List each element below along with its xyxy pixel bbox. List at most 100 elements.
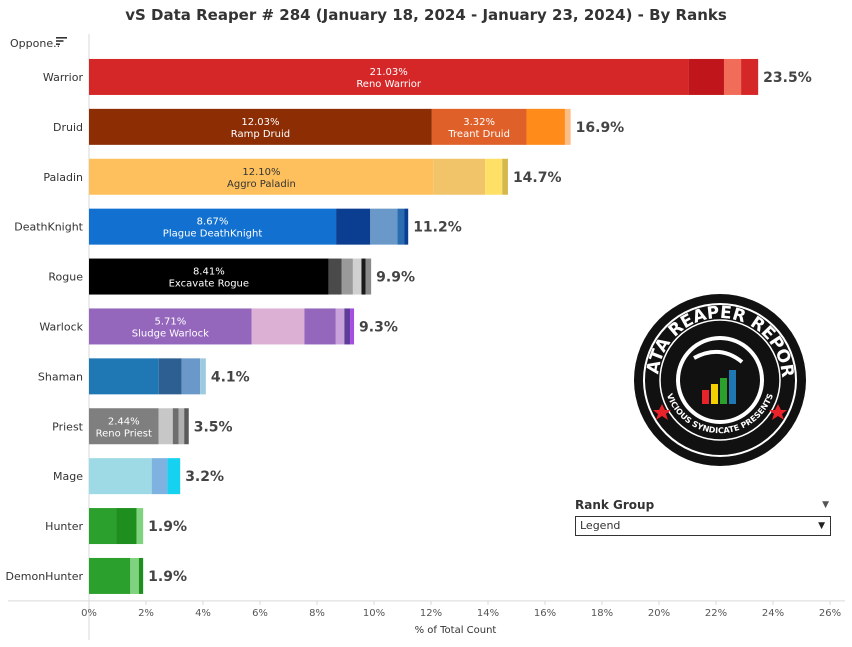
- category-label: DeathKnight: [14, 221, 83, 234]
- bar-segment[interactable]: [138, 557, 144, 594]
- bar-segment[interactable]: [336, 208, 371, 245]
- total-label: 9.3%: [359, 319, 398, 335]
- chart-title: vS Data Reaper # 284 (January 18, 2024 -…: [125, 6, 727, 24]
- rank-group-title: Rank Group: [575, 498, 655, 512]
- bar-segment[interactable]: [350, 308, 355, 345]
- bar-segment[interactable]: [89, 508, 117, 545]
- category-label: Rogue: [48, 271, 83, 284]
- segment-name-label: Aggro Paladin: [227, 179, 296, 190]
- bar-segment[interactable]: [158, 408, 173, 445]
- category-label: Shaman: [38, 370, 83, 383]
- segment-value-label: 21.03%: [370, 67, 408, 78]
- bar-segment[interactable]: [89, 358, 159, 395]
- bar-segment[interactable]: [151, 458, 168, 495]
- bar-segment[interactable]: [404, 208, 409, 245]
- bar-segment[interactable]: [361, 258, 366, 295]
- category-label: Paladin: [43, 171, 83, 184]
- bar-segment[interactable]: [136, 508, 144, 545]
- x-axis-title: % of Total Count: [415, 625, 497, 636]
- category-label: Priest: [52, 420, 84, 433]
- segment-name-label: Reno Warrior: [356, 79, 422, 90]
- bar-segment[interactable]: [251, 308, 305, 345]
- segment-value-label: 2.44%: [108, 416, 140, 427]
- x-tick-label: 22%: [705, 608, 727, 619]
- bar-segment[interactable]: [181, 358, 201, 395]
- segment-name-label: Sludge Warlock: [132, 328, 209, 339]
- category-label: Warrior: [43, 71, 84, 84]
- x-tick-label: 12%: [420, 608, 442, 619]
- data-reaper-logo: DATA REAPER REPORT VICIOUS SYNDICATE PRE…: [632, 292, 806, 466]
- bar-segment[interactable]: [158, 358, 182, 395]
- opponent-class-header[interactable]: Oppone..: [10, 37, 61, 50]
- segment-name-label: Plague DeathKnight: [163, 229, 263, 240]
- bar-segment[interactable]: [397, 208, 405, 245]
- bar-segment[interactable]: [433, 158, 486, 195]
- bar-segment[interactable]: [688, 58, 724, 95]
- category-label: Hunter: [45, 520, 83, 533]
- category-label: DemonHunter: [6, 570, 84, 583]
- bar-segment[interactable]: [365, 258, 372, 295]
- bar-segment[interactable]: [89, 557, 131, 594]
- chevron-down-icon[interactable]: ▼: [822, 500, 829, 510]
- bar-segment[interactable]: [130, 557, 139, 594]
- total-label: 4.1%: [211, 369, 250, 385]
- bar-segment[interactable]: [89, 208, 337, 245]
- bar-segment[interactable]: [178, 408, 185, 445]
- bar-segment[interactable]: [304, 308, 336, 345]
- bar-segment[interactable]: [431, 108, 527, 145]
- rank-group-selected: Legend: [580, 519, 621, 532]
- bar-segment[interactable]: [352, 258, 362, 295]
- bar-segment[interactable]: [172, 408, 179, 445]
- segment-value-label: 8.67%: [197, 217, 229, 228]
- segment-name-label: Treant Druid: [447, 129, 510, 140]
- bar-segment[interactable]: [328, 258, 342, 295]
- segment-value-label: 12.10%: [242, 167, 280, 178]
- bar-segment[interactable]: [116, 508, 137, 545]
- bar-segment[interactable]: [564, 108, 571, 145]
- bar-segment[interactable]: [341, 258, 353, 295]
- total-label: 16.9%: [576, 120, 625, 136]
- x-tick-label: 26%: [819, 608, 841, 619]
- total-label: 1.9%: [148, 519, 187, 535]
- sort-icon[interactable]: [56, 36, 68, 46]
- bar-segment[interactable]: [502, 158, 508, 195]
- x-tick-label: 14%: [477, 608, 499, 619]
- bar-segment[interactable]: [89, 308, 252, 345]
- rank-group-select[interactable]: Legend ▼: [575, 516, 831, 536]
- x-tick-label: 8%: [309, 608, 325, 619]
- segment-value-label: 12.03%: [241, 117, 279, 128]
- bar-segment[interactable]: [89, 108, 432, 145]
- bar-segment[interactable]: [741, 58, 759, 95]
- bar-segment[interactable]: [200, 358, 206, 395]
- dropdown-arrow-icon[interactable]: ▼: [818, 521, 825, 531]
- bar-segment[interactable]: [184, 408, 189, 445]
- x-tick-label: 16%: [534, 608, 556, 619]
- segment-value-label: 8.41%: [193, 267, 225, 278]
- total-label: 11.2%: [413, 220, 462, 236]
- segment-value-label: 3.32%: [463, 117, 495, 128]
- bar-segment[interactable]: [526, 108, 565, 145]
- bar-segment[interactable]: [723, 58, 742, 95]
- bar-segment[interactable]: [167, 458, 181, 495]
- total-label: 9.9%: [376, 270, 415, 286]
- total-label: 1.9%: [148, 569, 187, 585]
- segment-name-label: Reno Priest: [96, 428, 152, 439]
- bar-segment[interactable]: [89, 408, 159, 445]
- bar-segment[interactable]: [370, 208, 398, 245]
- segment-value-label: 5.71%: [154, 316, 186, 327]
- x-tick-label: 4%: [195, 608, 211, 619]
- x-tick-label: 2%: [138, 608, 154, 619]
- bar-segment[interactable]: [485, 158, 503, 195]
- bar-segment[interactable]: [89, 458, 152, 495]
- bar-segment[interactable]: [89, 258, 329, 295]
- x-tick-label: 18%: [591, 608, 613, 619]
- x-tick-label: 10%: [363, 608, 385, 619]
- rank-group-filter: Rank Group ▼ Legend ▼: [575, 498, 831, 536]
- bar-segment[interactable]: [335, 308, 345, 345]
- total-label: 14.7%: [513, 170, 562, 186]
- bar-segment[interactable]: [89, 58, 689, 95]
- bar-segment[interactable]: [89, 158, 434, 195]
- bar-segment[interactable]: [344, 308, 351, 345]
- category-label: Warlock: [39, 320, 83, 333]
